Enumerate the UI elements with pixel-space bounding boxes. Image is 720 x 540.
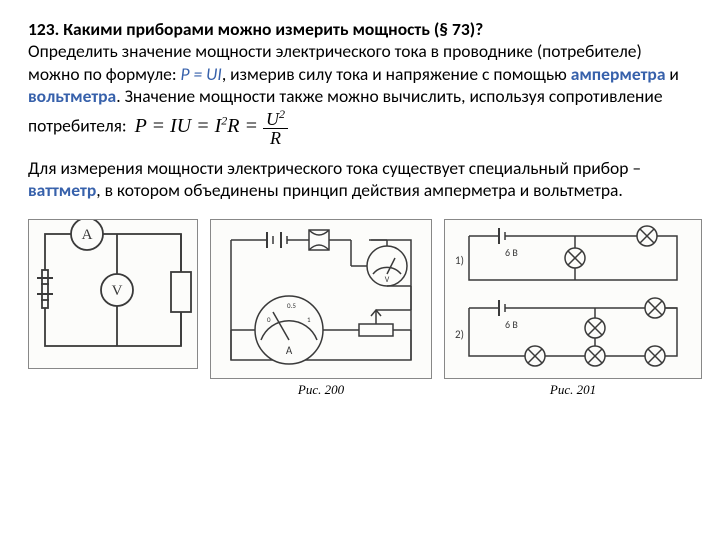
voltmeter-word: вольтметра [28,85,116,107]
svg-text:0.5: 0.5 [287,301,296,310]
svg-text:1): 1) [455,254,464,267]
svg-text:6 В: 6 В [505,318,518,331]
wattmeter-word: ваттметр [28,179,96,201]
para2a: Для измерения мощности электрического то… [28,157,641,179]
para2b: , в котором объединены принцип действия … [96,179,623,201]
caption-200: Рис. 200 [210,379,432,401]
svg-text:V: V [385,275,390,285]
power-formula: P = IU = I2R = U2R [135,108,288,147]
svg-text:A: A [286,344,293,357]
svg-text:0: 0 [267,315,271,324]
svg-text:V: V [112,283,123,299]
para1b: , измерив силу тока и напряжение с помощ… [222,63,571,85]
figure-av-circuit: A V [28,219,198,369]
caption-201: Рис. 201 [444,379,702,401]
ammeter-word: амперметра [571,63,666,85]
para1c: . Значение мощности также можно вычислит… [28,85,663,136]
svg-text:2): 2) [455,328,464,341]
figures-row: A V [28,219,692,401]
and-word: и [665,63,678,85]
svg-text:1: 1 [307,315,311,324]
heading: 123. Какими приборами можно измерить мощ… [28,18,483,40]
figure-wattmeter: V A 0 0.5 1 [210,219,432,401]
svg-text:6 В: 6 В [505,246,518,259]
formula-pui: P = UI [181,63,222,85]
figure-bulbs: 6 В 1) 6 В [444,219,702,401]
svg-text:A: A [82,227,93,243]
